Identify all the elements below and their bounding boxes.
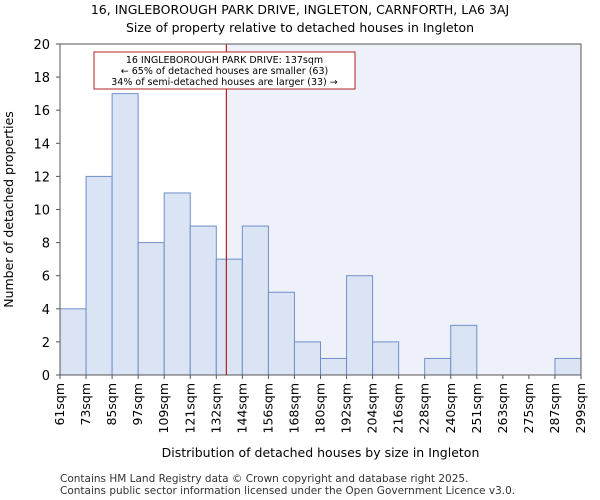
x-tick-label: 97sqm bbox=[130, 383, 145, 426]
annotation-line: 16 INGLEBOROUGH PARK DRIVE: 137sqm bbox=[126, 55, 323, 66]
x-tick-label: 216sqm bbox=[391, 383, 406, 433]
bar bbox=[346, 275, 374, 376]
y-tick-label: 6 bbox=[42, 270, 50, 285]
bar bbox=[137, 242, 165, 376]
x-tick-label: 73sqm bbox=[78, 383, 93, 426]
x-tick-label: 121sqm bbox=[182, 383, 197, 433]
x-tick-label: 61sqm bbox=[52, 383, 67, 426]
x-tick-label: 180sqm bbox=[313, 383, 328, 433]
x-tick-label: 85sqm bbox=[104, 383, 119, 426]
x-tick-label: 299sqm bbox=[573, 383, 588, 433]
bar bbox=[554, 357, 582, 376]
y-axis-label: Number of detached properties bbox=[1, 111, 16, 308]
bar bbox=[215, 258, 243, 376]
bar bbox=[424, 357, 452, 376]
bar bbox=[293, 341, 322, 376]
x-tick-label: 228sqm bbox=[417, 383, 432, 433]
bar bbox=[267, 291, 295, 376]
bar bbox=[163, 192, 191, 376]
x-tick-label: 192sqm bbox=[339, 383, 354, 433]
x-axis-label: Distribution of detached houses by size … bbox=[162, 445, 480, 460]
y-tick-label: 4 bbox=[42, 303, 50, 318]
y-tick-label: 10 bbox=[33, 204, 50, 219]
x-tick-label: 156sqm bbox=[260, 383, 275, 433]
x-tick-label: 204sqm bbox=[365, 383, 380, 433]
footer-line-2: Contains public sector information licen… bbox=[60, 485, 516, 497]
chart-title: 16, INGLEBOROUGH PARK DRIVE, INGLETON, C… bbox=[90, 2, 510, 17]
x-tick-label: 132sqm bbox=[208, 383, 223, 433]
x-tick-label: 263sqm bbox=[495, 383, 510, 433]
x-tick-label: 109sqm bbox=[156, 383, 171, 433]
bar bbox=[450, 324, 478, 376]
y-tick-label: 2 bbox=[42, 336, 50, 351]
bar bbox=[111, 93, 139, 376]
annotation-line: ← 65% of detached houses are smaller (63… bbox=[121, 66, 328, 77]
x-tick-label: 251sqm bbox=[469, 383, 484, 433]
y-tick-label: 12 bbox=[33, 170, 50, 185]
annotation-line: 34% of semi-detached houses are larger (… bbox=[111, 77, 338, 88]
x-tick-label: 240sqm bbox=[443, 383, 458, 433]
y-tick-label: 20 bbox=[33, 38, 50, 53]
x-tick-label: 144sqm bbox=[234, 383, 249, 433]
bar bbox=[241, 225, 269, 376]
y-tick-label: 16 bbox=[33, 104, 50, 119]
x-tick-label: 275sqm bbox=[521, 383, 536, 433]
footer-line-1: Contains HM Land Registry data © Crown c… bbox=[60, 473, 469, 485]
annotation-box bbox=[93, 51, 356, 90]
bar bbox=[320, 357, 348, 376]
y-tick-label: 8 bbox=[42, 237, 50, 252]
x-tick-label: 168sqm bbox=[286, 383, 301, 433]
y-tick-label: 14 bbox=[33, 137, 50, 152]
bar bbox=[59, 308, 87, 376]
chart-subtitle: Size of property relative to detached ho… bbox=[125, 20, 475, 35]
bar bbox=[189, 225, 217, 376]
bar bbox=[85, 175, 113, 376]
y-tick-label: 0 bbox=[42, 369, 50, 384]
y-tick-label: 18 bbox=[33, 71, 50, 86]
bar bbox=[372, 341, 400, 376]
x-tick-label: 287sqm bbox=[547, 383, 562, 433]
